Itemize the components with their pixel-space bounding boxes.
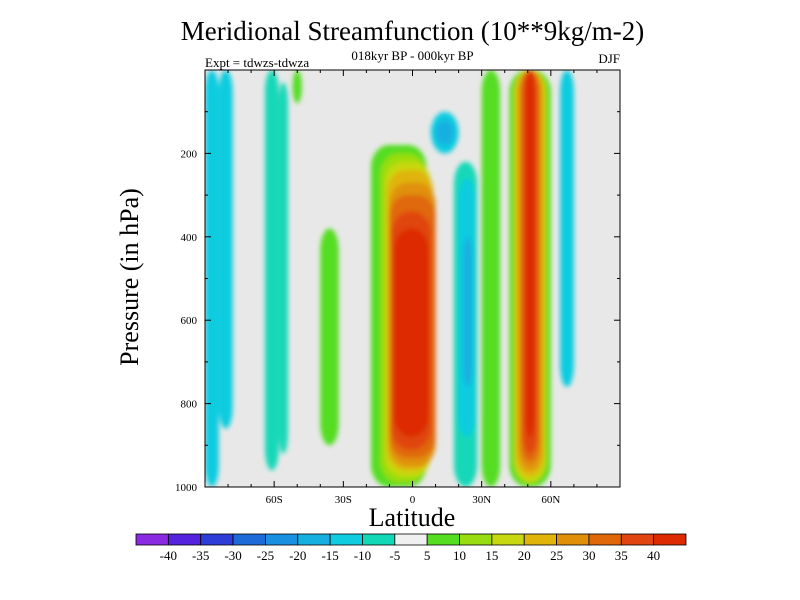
colorbar-label: -15 [321, 548, 338, 563]
colorbar-swatch [167, 533, 202, 546]
season-label: DJF [598, 51, 620, 66]
colorbar-label: -35 [192, 548, 209, 563]
colorbar-swatch [362, 533, 396, 546]
y-tick-label: 1000 [175, 482, 198, 494]
contour-region [435, 120, 454, 146]
colorbar-swatch [329, 533, 363, 546]
colorbar-label: -20 [289, 548, 306, 563]
x-tick-label: 0 [410, 494, 416, 506]
colorbar-label: -5 [389, 548, 400, 563]
colorbar-swatch [232, 533, 266, 546]
colorbar-swatch [653, 533, 687, 546]
contour-region [264, 70, 279, 471]
colorbar-swatch [523, 533, 557, 546]
y-tick-label: 600 [181, 315, 198, 327]
contour-region [218, 70, 233, 429]
colorbar-swatch [135, 533, 169, 546]
chart-subtitle: 018kyr BP - 000kyr BP [351, 48, 474, 63]
colorbar-label: -25 [257, 548, 274, 563]
contour-region [560, 70, 574, 387]
x-tick-label: 30S [335, 494, 352, 506]
colorbar-swatch [491, 533, 525, 546]
colorbar-label: 30 [582, 548, 595, 563]
colorbar-label: 5 [424, 548, 431, 563]
contour-region [463, 236, 473, 387]
colorbar-swatch [394, 533, 428, 546]
colorbar-label: -40 [160, 548, 177, 563]
colorbar-swatch [459, 533, 493, 546]
contour-region [205, 70, 219, 487]
colorbar-swatch [556, 533, 590, 546]
colorbar-label: 40 [647, 548, 660, 563]
contour-region [481, 70, 501, 487]
colorbar-swatch [200, 533, 234, 546]
x-tick-label: 30N [472, 494, 491, 506]
colorbar-label: 20 [518, 548, 531, 563]
x-tick-label: 60N [541, 494, 560, 506]
y-tick-label: 200 [181, 148, 198, 160]
contour-region [394, 228, 429, 437]
y-tick-label: 400 [181, 232, 198, 244]
experiment-label: Expt = tdwzs-tdwza [205, 55, 310, 70]
contour-region [320, 228, 339, 446]
colorbar-swatch [426, 533, 460, 546]
colorbar-label: -30 [224, 548, 241, 563]
colorbar-swatch [297, 533, 331, 546]
y-tick-label: 800 [181, 399, 198, 411]
colorbar-label: 15 [485, 548, 498, 563]
contour-region [278, 82, 288, 454]
colorbar-label: -10 [354, 548, 371, 563]
colorbar-swatch [620, 533, 655, 546]
colorbar-label: 10 [453, 548, 466, 563]
colorbar-swatch [265, 533, 299, 546]
contour-region [292, 70, 302, 104]
colorbar-label: 35 [615, 548, 628, 563]
chart-title: Meridional Streamfunction (10**9kg/m-2) [180, 16, 645, 46]
colorbar-swatch [588, 533, 622, 546]
colorbar-label: 25 [550, 548, 563, 563]
x-axis-label: Latitude [368, 503, 456, 532]
contour-region [525, 70, 535, 437]
x-tick-label: 60S [266, 494, 283, 506]
